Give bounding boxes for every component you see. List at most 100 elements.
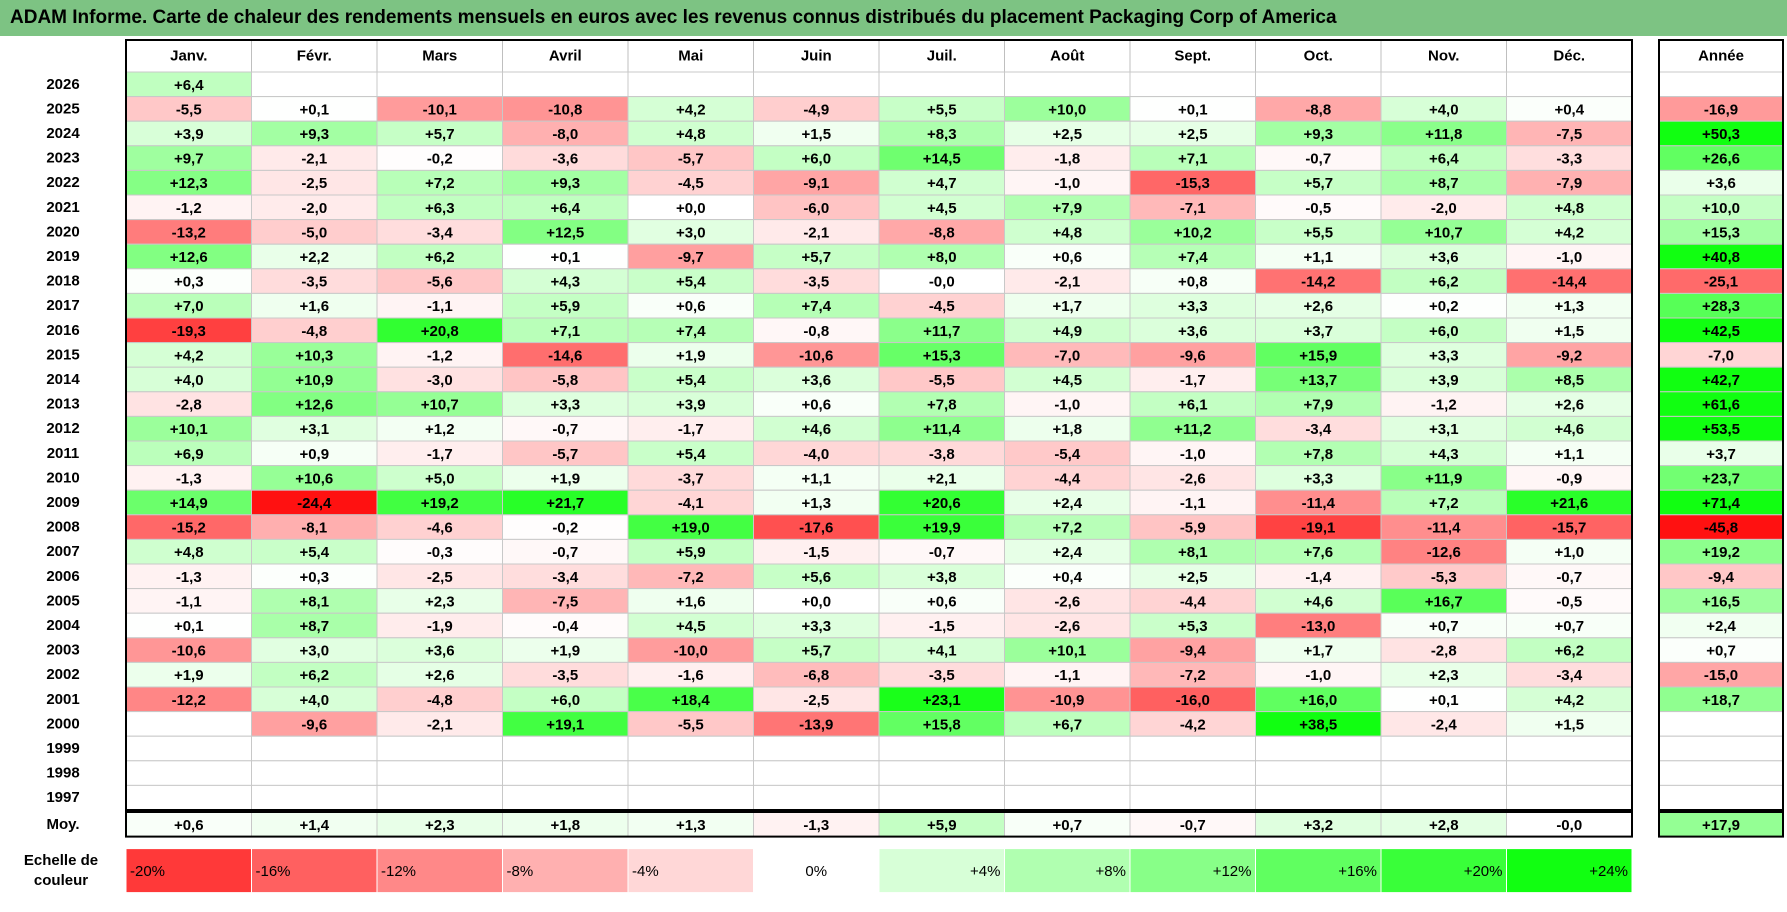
heat-cell [1004,120,1131,147]
average-cell-value: -0,7 [1180,817,1206,834]
heat-cell [878,538,1005,565]
heat-cell [1129,268,1256,294]
annual-cell [1658,71,1784,98]
heat-cell-value: -2,0 [301,200,327,217]
scale-swatch [1506,848,1633,894]
month-header-5: Mai [678,48,703,65]
heat-cell-value: -10,6 [799,347,833,364]
heat-cell [376,169,503,196]
heat-cell [1255,317,1382,344]
heat-cell-value: -4,8 [427,692,453,709]
heat-cell [1380,96,1507,122]
heat-cell-value: +0,1 [1178,101,1208,118]
heat-cell [878,145,1005,171]
heat-cell-value: +6,4 [174,77,204,94]
heat-cell-value: +1,6 [676,593,706,610]
heat-cell-value: +8,5 [1554,372,1584,389]
heat-cell [125,588,252,614]
heat-cell [251,661,378,688]
heat-cell-value: +2,4 [1052,544,1082,561]
heat-cell-value: -1,0 [1556,249,1582,266]
heat-cell-value: +3,6 [425,643,455,660]
heat-cell [502,268,629,294]
heat-cell-value: -0,4 [552,618,579,635]
heat-cell-value: -9,2 [1556,347,1582,364]
heat-cell-value: +6,0 [1429,323,1459,340]
heat-cell [753,292,880,319]
heat-cell [1506,711,1633,737]
heat-cell-value: -0,5 [1305,200,1331,217]
heat-cell-value: +5,5 [1303,224,1333,241]
heat-cell-value: -9,1 [803,175,829,192]
heat-cell [753,588,880,614]
year-label: 2009 [46,494,79,511]
year-label: 2013 [46,396,79,413]
heat-cell-value: +3,3 [801,618,831,635]
heat-cell-value: -13,9 [799,716,833,733]
heat-cell [1004,563,1131,590]
heat-cell [251,120,378,147]
heat-cell-value: +3,9 [676,397,706,414]
heat-cell [125,711,252,737]
heat-cell [502,391,629,417]
heat-cell-value: +3,6 [1429,249,1459,266]
heat-cell [627,760,754,786]
annual-cell-value: +0,7 [1706,643,1736,660]
heat-cell-value: -2,1 [803,224,829,241]
heat-cell-value: +0,3 [174,274,204,291]
heat-cell [1506,440,1633,467]
heat-cell-value: -4,9 [803,101,829,118]
heat-cell [376,784,503,811]
heat-cell-value: -1,0 [1305,667,1331,684]
heat-cell-value: +0,6 [1052,249,1082,266]
report-title: ADAM Informe. Carte de chaleur des rende… [0,0,1787,36]
heat-cell [1380,588,1507,614]
average-cell-value: -0,0 [1556,817,1582,834]
heat-cell-value: -2,5 [427,569,453,586]
heat-cell [1380,514,1507,540]
heat-cell-value: +7,4 [676,323,706,340]
heat-cell [878,612,1005,639]
heat-cell-value: +12,6 [170,249,208,266]
heat-cell-value: -2,5 [301,175,327,192]
heat-cell-value: +7,0 [174,298,204,315]
average-cell [878,811,1005,838]
heat-cell-value: +6,3 [425,200,455,217]
year-label: 2024 [46,125,80,142]
heat-cell-value: +4,6 [1554,421,1584,438]
heat-cell-value: +6,2 [425,249,455,266]
heat-cell-value: +19,2 [421,495,459,512]
year-label: 2005 [46,592,79,609]
heat-cell-value: +1,9 [550,470,580,487]
heat-cell-value: -7,2 [678,569,704,586]
heat-cell-value: -11,4 [1302,495,1336,512]
year-label: 2012 [46,420,79,437]
heat-cell-value: +4,9 [1052,323,1082,340]
heat-cell [753,784,880,811]
heat-cell-value: +4,3 [550,274,580,291]
heat-cell [1129,514,1256,540]
year-label: 2010 [46,469,79,486]
heat-cell [376,637,503,663]
heat-cell-value: -7,9 [1556,175,1582,192]
heat-cell [1255,194,1382,221]
heat-cell [376,243,503,270]
heat-cell [1129,784,1256,811]
heat-cell [1255,612,1382,639]
heat-cell-value: +2,4 [1052,495,1082,512]
heat-cell [1380,760,1507,786]
heat-cell-value: +0,1 [174,618,204,635]
heat-cell-value: +5,4 [299,544,329,561]
heat-cell [251,489,378,516]
heat-cell [1004,538,1131,565]
heat-cell-value: -9,4 [1180,643,1207,660]
heat-cell [1129,96,1256,122]
heat-cell-value: +10,2 [1174,224,1212,241]
heat-cell-value: +6,7 [1052,716,1082,733]
heat-cell-value: +21,7 [546,495,584,512]
heat-cell-value: +4,1 [927,643,957,660]
heat-cell [753,760,880,786]
heat-cell-value: +4,2 [174,347,204,364]
heat-cell-value: -4,5 [929,298,955,315]
heat-cell [251,194,378,221]
